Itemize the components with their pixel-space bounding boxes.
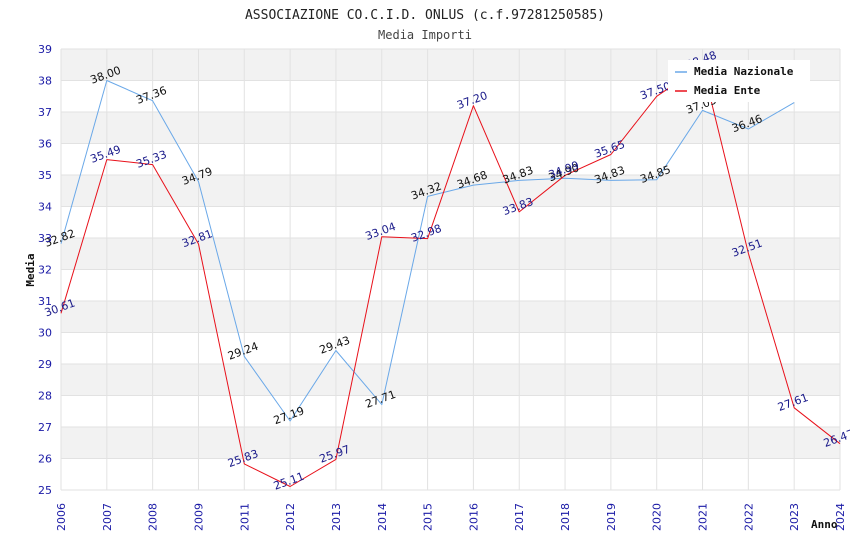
y-tick-label: 30 bbox=[38, 327, 52, 340]
x-tick-label: 2023 bbox=[788, 503, 801, 531]
x-tick-label: 2008 bbox=[147, 503, 160, 531]
chart-title: ASSOCIAZIONE CO.C.I.D. ONLUS (c.f.972812… bbox=[245, 8, 605, 23]
x-tick-label: 2020 bbox=[651, 503, 664, 531]
plot-background bbox=[61, 48, 840, 491]
grid-band bbox=[61, 301, 840, 333]
x-axis-label: Anno bbox=[811, 518, 838, 531]
y-tick-label: 37 bbox=[38, 106, 52, 119]
grid-band bbox=[61, 238, 840, 270]
y-tick-label: 28 bbox=[38, 390, 52, 403]
y-tick-label: 26 bbox=[38, 453, 52, 466]
series-line-media-nazionale bbox=[60, 80, 795, 422]
grid-band bbox=[61, 458, 840, 490]
y-tick-label: 33 bbox=[38, 232, 52, 245]
x-tick-labels: 2006 2007 2008 2009 2011 2012 2013 2014 2015 2016… bbox=[55, 503, 847, 531]
legend-label-media-nazionale: Media Nazionale bbox=[694, 65, 794, 78]
y-axis-label: Media bbox=[24, 253, 37, 286]
x-tick-label: 2006 bbox=[55, 503, 68, 531]
x-tick-label: 2016 bbox=[467, 503, 480, 531]
grid-band bbox=[61, 395, 840, 427]
x-tick-label: 2024 bbox=[834, 503, 847, 531]
x-tick-label: 2014 bbox=[376, 503, 389, 531]
y-tick-label: 35 bbox=[38, 169, 52, 182]
x-tick-label: 2013 bbox=[330, 503, 343, 531]
y-tick-label: 25 bbox=[38, 484, 52, 497]
chart-subtitle: Media Importi bbox=[378, 28, 472, 42]
y-tick-label: 32 bbox=[38, 264, 52, 277]
x-tick-label: 2019 bbox=[605, 503, 618, 531]
x-tick-label: 2018 bbox=[559, 503, 572, 531]
grid-band bbox=[61, 364, 840, 396]
grid-band bbox=[61, 427, 840, 459]
grid-band bbox=[61, 269, 840, 301]
y-tick-label: 39 bbox=[38, 43, 52, 56]
y-tick-label: 38 bbox=[38, 75, 52, 88]
legend-box bbox=[668, 60, 810, 102]
grid-band bbox=[61, 206, 840, 238]
x-gridlines bbox=[60, 49, 841, 490]
x-tick-label: 2012 bbox=[284, 503, 297, 531]
grid-band bbox=[61, 143, 840, 175]
y-tick-label: 31 bbox=[38, 295, 52, 308]
x-tick-label: 2007 bbox=[101, 503, 114, 531]
legend-label-media-ente: Media Ente bbox=[694, 84, 761, 97]
x-tick-label: 2017 bbox=[513, 503, 526, 531]
grid-band bbox=[61, 332, 840, 364]
x-tick-label: 2015 bbox=[422, 503, 435, 531]
x-tick-label: 2021 bbox=[697, 503, 710, 531]
x-tick-label: 2009 bbox=[192, 503, 205, 531]
legend: Media Nazionale Media Ente bbox=[668, 60, 810, 102]
y-tick-labels: 25 26 27 28 29 30 31 32 33 34 35 36 37 38 39 bbox=[38, 43, 52, 497]
y-tick-label: 29 bbox=[38, 358, 52, 371]
y-tick-label: 27 bbox=[38, 421, 52, 434]
y-tick-label: 34 bbox=[38, 201, 52, 214]
grid-band bbox=[61, 112, 840, 144]
y-tick-label: 36 bbox=[38, 138, 52, 151]
x-tick-label: 2022 bbox=[742, 503, 755, 531]
x-tick-label: 2011 bbox=[238, 503, 251, 531]
